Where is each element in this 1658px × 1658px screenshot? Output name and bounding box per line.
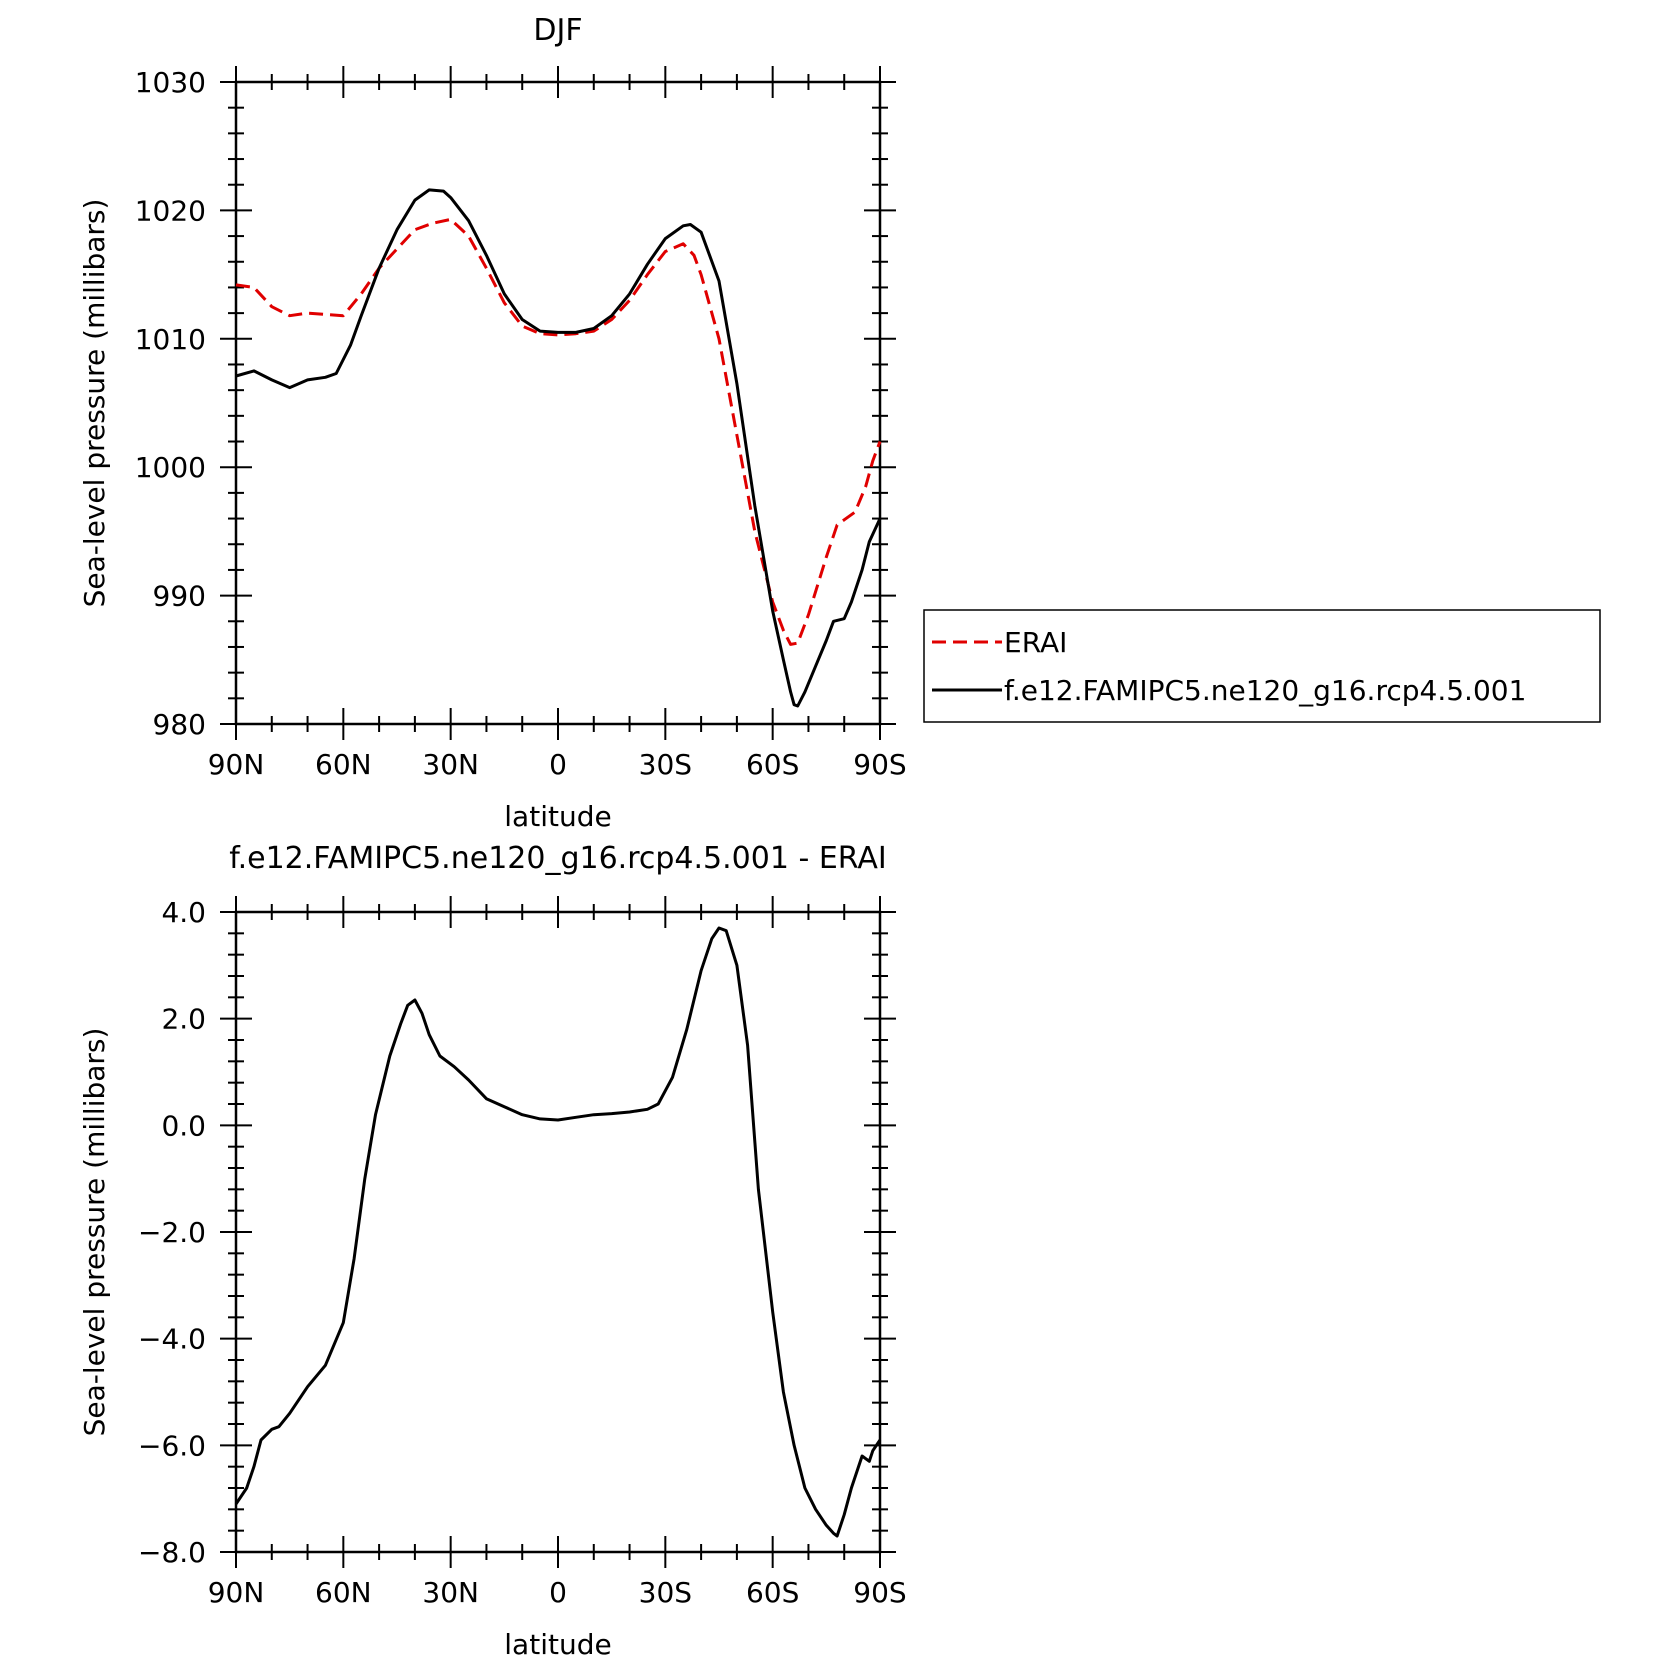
x-tick-label: 90S	[853, 1576, 906, 1609]
legend-box	[923, 609, 1601, 723]
y-tick-label: 0.0	[161, 1109, 206, 1142]
x-tick-label: 30S	[639, 748, 692, 781]
x-tick-label: 90S	[853, 748, 906, 781]
legend-entry-label: f.e12.FAMIPC5.ne120_g16.rcp4.5.001	[1004, 674, 1526, 707]
x-tick-label: 30S	[639, 1576, 692, 1609]
y-tick-label: 1030	[135, 66, 206, 99]
x-axis-label: latitude	[504, 800, 611, 833]
y-tick-label: −4.0	[138, 1323, 206, 1356]
plot-frame	[234, 910, 882, 1554]
x-tick-label: 90N	[208, 1576, 265, 1609]
y-tick-label: 990	[153, 580, 206, 613]
x-tick-label: 60N	[315, 748, 372, 781]
x-tick-label: 60S	[746, 1576, 799, 1609]
chart-title: DJF	[533, 13, 582, 48]
series-line-0	[235, 217, 882, 646]
y-axis-label: Sea-level pressure (millibars)	[78, 1028, 111, 1437]
y-tick-label: 1020	[135, 194, 206, 227]
x-tick-label: 60N	[315, 1576, 372, 1609]
chart-title: f.e12.FAMIPC5.ne120_g16.rcp4.5.001 - ERA…	[229, 841, 887, 876]
y-tick-label: 1010	[135, 323, 206, 356]
legend-entry-label: ERAI	[1004, 626, 1067, 659]
top-chart-panel: DJF 980 990 1000 1010 1020 1030 90N 60N 30N 0 30S 60…	[78, 13, 1601, 833]
y-tick-label: −6.0	[138, 1429, 206, 1462]
x-tick-label: 0	[549, 1576, 567, 1609]
series-line-0	[234, 926, 882, 1538]
y-tick-label: 2.0	[161, 1003, 206, 1036]
series-line-1	[235, 188, 882, 708]
y-tick-label: 1000	[135, 451, 206, 484]
x-tick-label: 30N	[422, 748, 479, 781]
x-tick-label: 0	[549, 748, 567, 781]
x-tick-label: 30N	[422, 1576, 479, 1609]
y-tick-label: −8.0	[138, 1536, 206, 1569]
y-tick-label: 4.0	[161, 896, 206, 929]
bottom-chart-panel: f.e12.FAMIPC5.ne120_g16.rcp4.5.001 - ERA…	[78, 841, 907, 1658]
x-tick-label: 60S	[746, 748, 799, 781]
y-tick-label: 980	[153, 708, 206, 741]
legend: ERAI f.e12.FAMIPC5.ne120_g16.rcp4.5.001	[923, 609, 1601, 723]
x-axis-label: latitude	[504, 1628, 611, 1658]
x-tick-label: 90N	[208, 748, 265, 781]
y-tick-label: −2.0	[138, 1216, 206, 1249]
y-axis-label: Sea-level pressure (millibars)	[78, 199, 111, 608]
